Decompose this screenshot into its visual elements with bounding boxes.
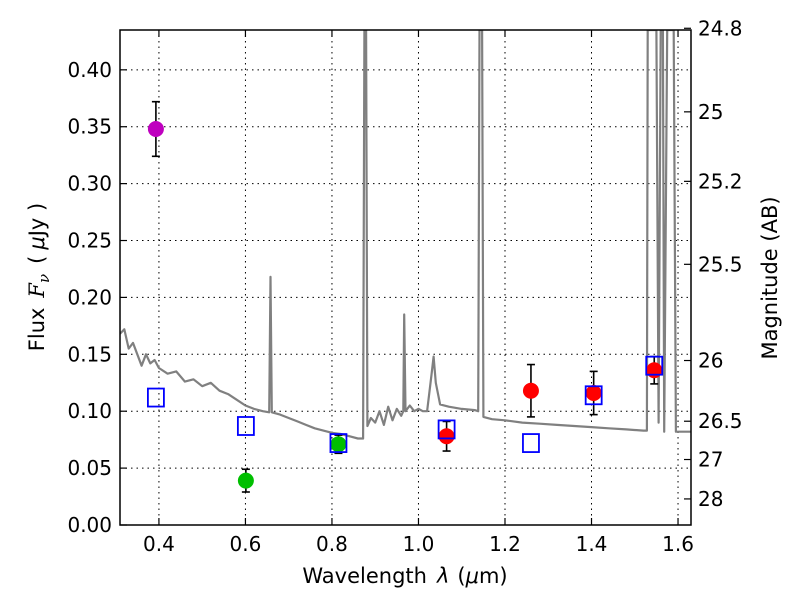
observed-point (438, 428, 455, 445)
y-tick-label: 0.30 (67, 172, 112, 196)
mag-tick-label: 25.5 (698, 252, 743, 276)
mag-tick-label: 27 (698, 448, 723, 472)
plot-area (120, 30, 691, 493)
mag-tick-label: 24.8 (698, 16, 743, 40)
model-point (437, 419, 456, 440)
model-spectrum-line (120, 30, 691, 440)
model-point (645, 355, 664, 376)
mag-tick-label: 26 (698, 349, 723, 373)
model-point (236, 416, 255, 436)
model-point (329, 433, 348, 453)
y-tick-label: 0.05 (67, 456, 112, 480)
y-axis-label: FluxFν(μJy ) (25, 203, 53, 351)
y-tick-label: 0.15 (67, 342, 112, 366)
observed-point (147, 121, 164, 137)
y-tick-label: 0.10 (67, 399, 112, 423)
x-tick-label: 1.0 (403, 532, 435, 556)
mag-tick-label: 26.5 (698, 409, 743, 433)
x-tick-label: 1.2 (489, 532, 521, 556)
y-tick-label: 0.25 (67, 229, 112, 253)
y2-axis-label: Magnitude (AB) (758, 196, 782, 359)
model-point (147, 387, 165, 408)
x-tick-label: 1.4 (576, 532, 608, 556)
y-tick-label: 0.00 (67, 513, 112, 537)
y-tick-label: 0.35 (67, 115, 112, 139)
magnitude-axis-ticks: 24.8 25 25.2 25.5 26 26.5 27 28 (684, 16, 743, 511)
x-tick-label: 1.6 (662, 532, 694, 556)
error-bars (151, 100, 659, 493)
y-tick-label: 0.20 (67, 285, 112, 309)
observed-point (237, 472, 254, 489)
mag-tick-label: 25 (698, 100, 723, 124)
observed-point (330, 436, 347, 453)
x-tick-label: 0.4 (143, 532, 175, 556)
x-axis-ticks: 0.4 0.6 0.8 1.0 1.2 1.4 1.6 (143, 30, 694, 556)
observed-point (522, 382, 539, 399)
model-point (584, 385, 603, 406)
y-axis-ticks: 0.00 0.05 0.10 0.15 0.20 0.25 0.30 0.35 0.40 (67, 58, 127, 537)
plot-frame (119, 29, 692, 526)
y-tick-label: 0.40 (67, 58, 112, 82)
observed-points (147, 121, 663, 489)
x-tick-label: 0.6 (230, 532, 262, 556)
model-points (147, 355, 664, 453)
x-tick-label: 0.8 (316, 532, 348, 556)
mag-tick-label: 28 (698, 487, 723, 511)
mag-tick-label: 25.2 (698, 169, 743, 193)
grid (120, 30, 691, 526)
model-point (522, 433, 540, 453)
x-axis-label: Wavelength λ (μm) (302, 564, 507, 588)
observed-point (585, 385, 602, 401)
observed-point (646, 362, 663, 379)
